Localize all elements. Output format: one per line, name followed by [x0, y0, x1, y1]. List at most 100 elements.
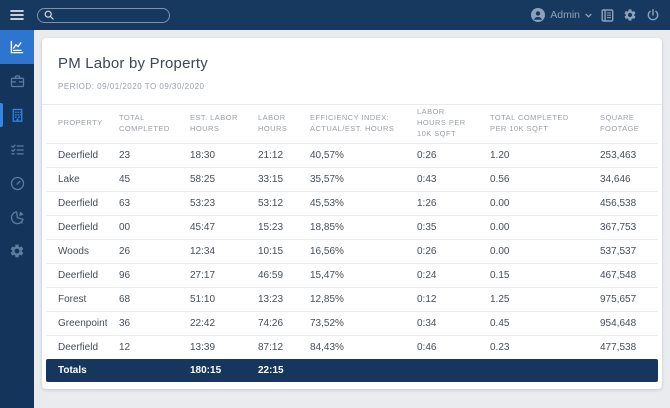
table-cell: 58:25 [178, 166, 246, 191]
checklist-icon [9, 141, 26, 158]
table-cell: 68 [107, 286, 178, 311]
admin-menu-button[interactable]: Admin [531, 8, 592, 22]
table-cell: 0.23 [478, 334, 588, 359]
table-cell: 13:39 [178, 334, 246, 359]
column-header[interactable]: TOTAL COMPLETED PER 10K SQFT [490, 112, 569, 133]
sidebar-item-reports[interactable] [0, 30, 34, 64]
totals-cell: 180:15 [178, 359, 246, 382]
table-cell: Deerfield [46, 334, 107, 359]
column-header[interactable]: LABOR HOURS [258, 112, 288, 133]
table-cell: 456,538 [588, 190, 658, 215]
table-row: Woods 26 12:34 10:15 16,56% 0:26 0.00 537,537 [46, 238, 658, 263]
sidebar-item-settings[interactable] [0, 234, 34, 268]
totals-row: Totals 180:15 22:15 [46, 359, 658, 382]
sidebar [0, 30, 34, 408]
table-cell: Lake [46, 166, 107, 191]
hamburger-icon [10, 9, 24, 21]
avatar [531, 8, 546, 22]
table-row: Greenpoint 36 22:42 74:26 73,52% 0:34 0.45 954,… [46, 310, 658, 335]
table-cell: 0:46 [405, 334, 478, 359]
table-cell: 0:24 [405, 262, 478, 287]
column-header[interactable]: TOTAL COMPLETED [119, 112, 170, 133]
table-cell: 63 [107, 190, 178, 215]
table-row: Deerfield 12 13:39 87:12 84,43% 0:46 0.23 477,5… [46, 334, 658, 359]
table-cell: 45:47 [178, 214, 246, 239]
table-cell: 954,648 [588, 310, 658, 335]
gear-icon [9, 243, 25, 259]
table-cell: 33:15 [246, 166, 298, 191]
sidebar-item-performance[interactable] [0, 166, 34, 200]
column-header[interactable]: PROPERTY [58, 118, 103, 128]
logout-button[interactable] [646, 8, 660, 22]
hamburger-menu-button[interactable] [0, 0, 34, 30]
table-cell: 15:23 [246, 214, 298, 239]
pie-chart-icon [9, 209, 26, 226]
table-cell: 0:26 [405, 238, 478, 263]
table-cell: 87:12 [246, 334, 298, 359]
labor-table: PROPERTY TOTAL COMPLETED EST. LABOR HOURS L… [46, 105, 658, 382]
table-cell: 22:42 [178, 310, 246, 335]
table-cell: Deerfield [46, 214, 107, 239]
briefcase-icon [9, 73, 26, 90]
chevron-down-icon [585, 13, 592, 18]
table-cell: 18:30 [178, 142, 246, 167]
table-cell: 16,56% [298, 238, 405, 263]
table-cell: 12 [107, 334, 178, 359]
table-cell: Forest [46, 286, 107, 311]
book-icon [601, 8, 614, 22]
table-cell: 0:43 [405, 166, 478, 191]
table-cell: 21:12 [246, 142, 298, 167]
sidebar-item-tasks[interactable] [0, 132, 34, 166]
sidebar-item-analytics[interactable] [0, 200, 34, 234]
table-cell: 15,47% [298, 262, 405, 287]
table-cell: 537,537 [588, 238, 658, 263]
sidebar-item-properties[interactable] [0, 98, 34, 132]
table-cell: 0.15 [478, 262, 588, 287]
table-cell: 35,57% [298, 166, 405, 191]
table-cell: 0:26 [405, 142, 478, 167]
column-header[interactable]: LABOR HOURS PER 10K SQFT [417, 107, 466, 139]
search-input[interactable] [58, 10, 163, 20]
page-title: PM Labor by Property [58, 55, 208, 72]
column-header[interactable]: EST. LABOR HOURS [190, 112, 238, 133]
table-cell: 1:26 [405, 190, 478, 215]
table-cell: 367,753 [588, 214, 658, 239]
sidebar-item-workorders[interactable] [0, 64, 34, 98]
table-cell: 0.00 [478, 238, 588, 263]
table-cell: 36 [107, 310, 178, 335]
table-cell: 1.25 [478, 286, 588, 311]
table-header-row: PROPERTY TOTAL COMPLETED EST. LABOR HOURS L… [46, 105, 658, 143]
search-box[interactable] [37, 7, 170, 23]
column-header[interactable]: EFFICIENCY INDEX: ACTUAL/EST. HOURS [310, 112, 395, 133]
table-cell: 0:12 [405, 286, 478, 311]
table-cell: 84,43% [298, 334, 405, 359]
table-cell: 0.45 [478, 310, 588, 335]
table-cell: 12,85% [298, 286, 405, 311]
report-card: PM Labor by Property PERIOD: 09/01/2020 … [42, 38, 662, 389]
column-header[interactable]: SQUARE FOOTAGE [600, 112, 640, 133]
table-cell: 46:59 [246, 262, 298, 287]
report-period: PERIOD: 09/01/2020 TO 09/30/2020 [58, 82, 205, 91]
table-cell: 0.56 [478, 166, 588, 191]
topbar-actions: Admin [531, 8, 670, 22]
header-divider [42, 104, 662, 105]
admin-label: Admin [550, 9, 580, 21]
table-cell: Greenpoint [46, 310, 107, 335]
table-cell: 0:35 [405, 214, 478, 239]
table-cell: Deerfield [46, 190, 107, 215]
totals-cell [478, 359, 588, 382]
settings-button[interactable] [623, 8, 637, 22]
gauge-icon [9, 175, 26, 192]
table-cell: 12:34 [178, 238, 246, 263]
book-button[interactable] [601, 8, 614, 22]
table-row: Lake 45 58:25 33:15 35,57% 0:43 0.56 34,646 [46, 166, 658, 191]
totals-cell: 22:15 [246, 359, 298, 382]
table-cell: Deerfield [46, 262, 107, 287]
table-cell: Woods [46, 238, 107, 263]
table-cell: 00 [107, 214, 178, 239]
table-cell: 1.20 [478, 142, 588, 167]
table-row: Deerfield 96 27:17 46:59 15,47% 0:24 0.15 467,5… [46, 262, 658, 287]
table-cell: 26 [107, 238, 178, 263]
table-cell: 53:23 [178, 190, 246, 215]
building-icon [9, 107, 26, 124]
